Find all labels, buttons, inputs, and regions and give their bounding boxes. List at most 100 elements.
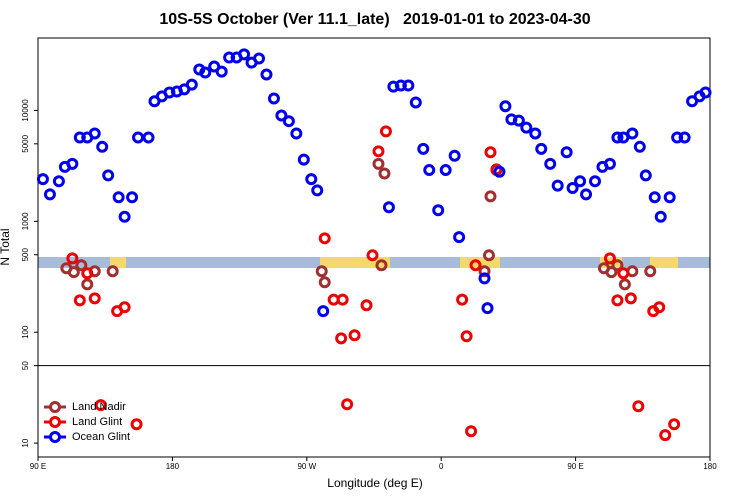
point: [66, 157, 79, 170]
point: [142, 131, 155, 144]
point: [43, 188, 56, 201]
point: [52, 175, 65, 188]
point: [305, 173, 318, 186]
point: [678, 131, 691, 144]
x-tick-label: 90 E: [30, 462, 46, 471]
point: [529, 127, 542, 140]
land-patch: [320, 257, 390, 268]
point: [311, 184, 324, 197]
point: [663, 191, 676, 204]
point: [453, 231, 466, 244]
point: [267, 92, 280, 105]
legend-label: Land Nadir: [72, 401, 126, 413]
point: [478, 265, 491, 278]
legend-marker: [49, 416, 61, 428]
point: [223, 51, 236, 64]
legend-label: Land Glint: [72, 416, 122, 428]
point: [372, 157, 385, 170]
x-axis-label: Longitude (deg E): [327, 476, 422, 490]
point: [335, 332, 348, 345]
point: [482, 249, 495, 262]
point: [566, 181, 579, 194]
point: [617, 267, 630, 280]
point: [75, 259, 88, 272]
point: [88, 127, 101, 140]
point: [67, 266, 80, 279]
point: [73, 131, 86, 144]
point: [484, 146, 497, 159]
point: [275, 109, 288, 122]
point: [112, 191, 125, 204]
point: [589, 175, 602, 188]
point: [366, 249, 379, 262]
y-tick-label: 1000: [21, 212, 30, 230]
point: [605, 266, 618, 279]
y-tick-label: 100: [21, 325, 30, 339]
point: [460, 330, 473, 343]
point: [290, 127, 303, 140]
point: [81, 267, 94, 280]
point: [215, 65, 228, 78]
point: [253, 52, 266, 65]
point: [106, 265, 119, 278]
point: [126, 191, 139, 204]
point: [644, 265, 657, 278]
legend-marker: [49, 431, 61, 443]
y-tick-label: 10: [21, 438, 30, 447]
plot-frame: [37, 37, 711, 458]
point: [417, 142, 430, 155]
point: [336, 293, 349, 306]
legend-label: Ocean Glint: [72, 431, 130, 443]
point: [624, 292, 637, 305]
point: [520, 121, 533, 134]
x-tick-label: 180: [166, 462, 180, 471]
point: [611, 259, 624, 272]
point: [560, 146, 573, 159]
y-tick-label: 5000: [21, 134, 30, 152]
point: [73, 294, 86, 307]
point: [465, 425, 478, 438]
point: [633, 140, 646, 153]
point: [535, 142, 548, 155]
point: [618, 278, 631, 291]
legend-marker: [49, 401, 61, 413]
point: [653, 301, 666, 314]
point: [626, 127, 639, 140]
point: [632, 400, 645, 413]
point: [318, 232, 331, 245]
x-tick-label: 180: [703, 462, 717, 471]
point: [611, 294, 624, 307]
land-patch: [650, 257, 678, 268]
point: [544, 157, 557, 170]
point: [469, 259, 482, 272]
point: [439, 164, 452, 177]
point: [297, 153, 310, 166]
point: [88, 292, 101, 305]
point: [375, 259, 388, 272]
point: [603, 157, 616, 170]
point: [493, 165, 506, 178]
point: [348, 329, 361, 342]
point: [66, 252, 79, 265]
point: [102, 169, 115, 182]
point: [118, 210, 131, 223]
land-patch: [110, 257, 126, 268]
point: [617, 131, 630, 144]
y-tick-label: 10000: [21, 99, 30, 122]
y-axis-label: N Total: [0, 228, 12, 265]
point: [372, 145, 385, 158]
point: [671, 131, 684, 144]
point: [394, 79, 407, 92]
point: [611, 131, 624, 144]
point: [409, 96, 422, 109]
chart-title: 10S-5S October (Ver 11.1_late) 2019-01-0…: [159, 11, 590, 28]
point: [341, 398, 354, 411]
point: [185, 78, 198, 91]
point: [96, 140, 109, 153]
point: [379, 125, 392, 138]
y-tick-label: 500: [21, 248, 30, 262]
point: [478, 272, 491, 285]
point: [603, 252, 616, 265]
point: [238, 48, 251, 61]
